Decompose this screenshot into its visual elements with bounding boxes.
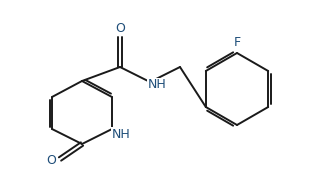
Text: O: O	[115, 21, 125, 35]
Text: NH: NH	[112, 127, 130, 141]
Text: O: O	[46, 153, 56, 167]
Text: NH: NH	[148, 79, 166, 92]
Text: F: F	[234, 36, 241, 50]
